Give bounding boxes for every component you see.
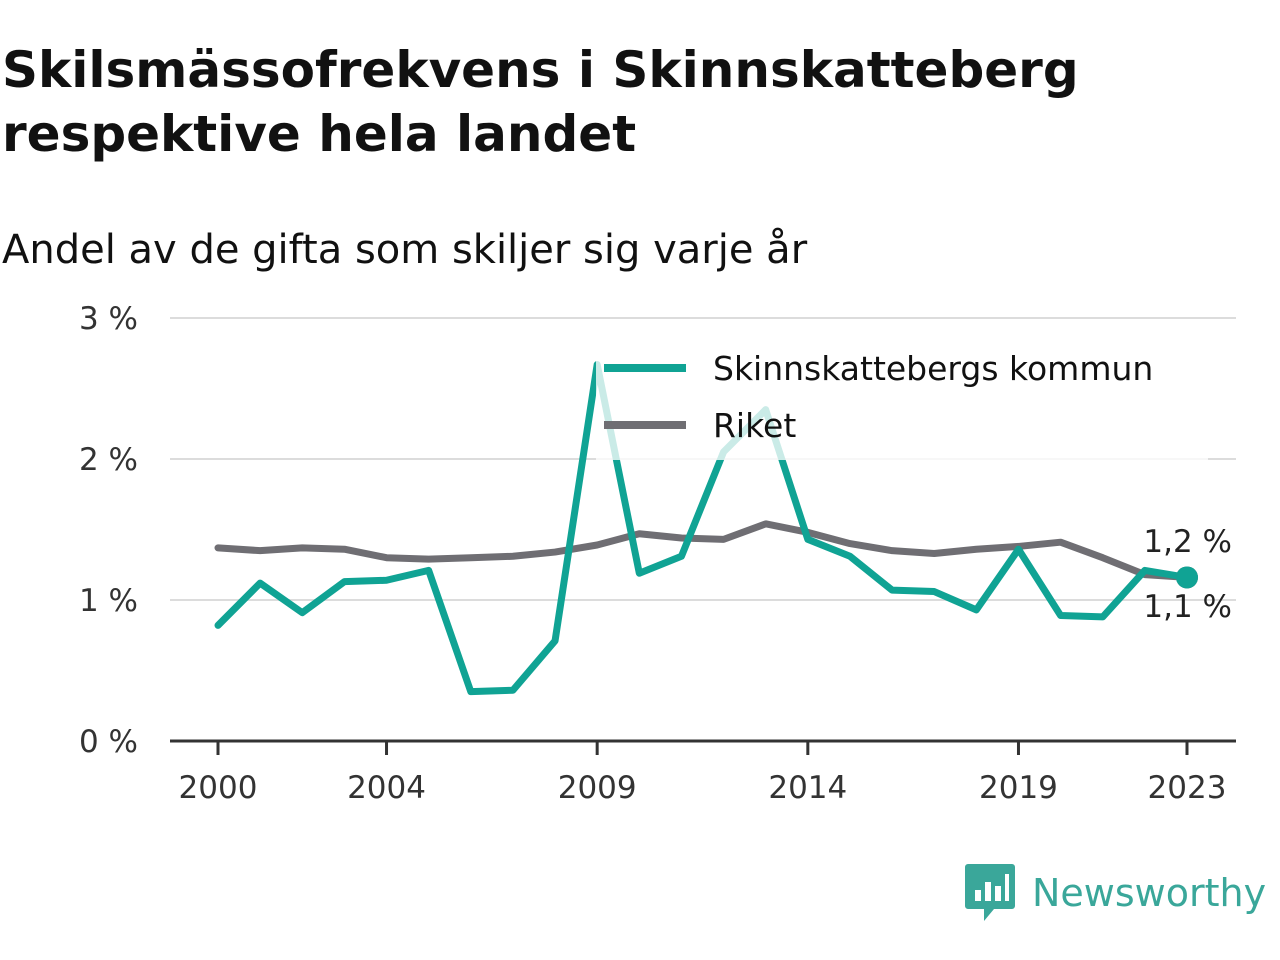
series-line-riket bbox=[214, 520, 1191, 581]
y-tick-label: 1 % bbox=[79, 583, 138, 619]
series-line-skinnskatteberg bbox=[214, 361, 1191, 696]
series-lines bbox=[214, 361, 1198, 696]
end-value-label: 1,1 % bbox=[1143, 589, 1232, 625]
y-tick-label: 3 % bbox=[79, 301, 138, 337]
brand-name: Newsworthy bbox=[1032, 871, 1267, 915]
x-tick-label: 2004 bbox=[347, 770, 426, 806]
x-tick-label: 2014 bbox=[768, 770, 847, 806]
x-tick-label: 2019 bbox=[979, 770, 1058, 806]
newsworthy-logo-icon bbox=[965, 864, 1015, 921]
chart-subtitle: Andel av de gifta som skiljer sig varje … bbox=[2, 227, 808, 273]
y-tick-label: 2 % bbox=[79, 442, 138, 478]
end-point-marker bbox=[1176, 566, 1198, 589]
line-chart: 0 % 1 % 2 % 3 % 2000 2004 2009 2014 2019 2023 Sk… bbox=[79, 301, 1236, 806]
legend-label: Skinnskattebergs kommun bbox=[713, 349, 1153, 388]
y-axis-labels: 0 % 1 % 2 % 3 % bbox=[79, 301, 138, 760]
y-tick-label: 0 % bbox=[79, 724, 138, 760]
brand: Newsworthy bbox=[964, 862, 1266, 924]
end-labels: 1,2 % 1,1 % bbox=[1143, 524, 1232, 625]
x-tick-label: 2000 bbox=[179, 770, 258, 806]
legend: Skinnskattebergs kommun Riket bbox=[596, 338, 1208, 460]
x-tick-label: 2009 bbox=[558, 770, 637, 806]
end-value-label: 1,2 % bbox=[1143, 524, 1232, 560]
chart-title: Skilsmässofrekvens i Skinnskatteberg res… bbox=[2, 41, 1079, 163]
legend-background bbox=[596, 338, 1208, 460]
x-tick-label: 2023 bbox=[1148, 770, 1227, 806]
legend-label: Riket bbox=[713, 406, 796, 445]
x-axis: 2000 2004 2009 2014 2019 2023 bbox=[170, 739, 1236, 806]
